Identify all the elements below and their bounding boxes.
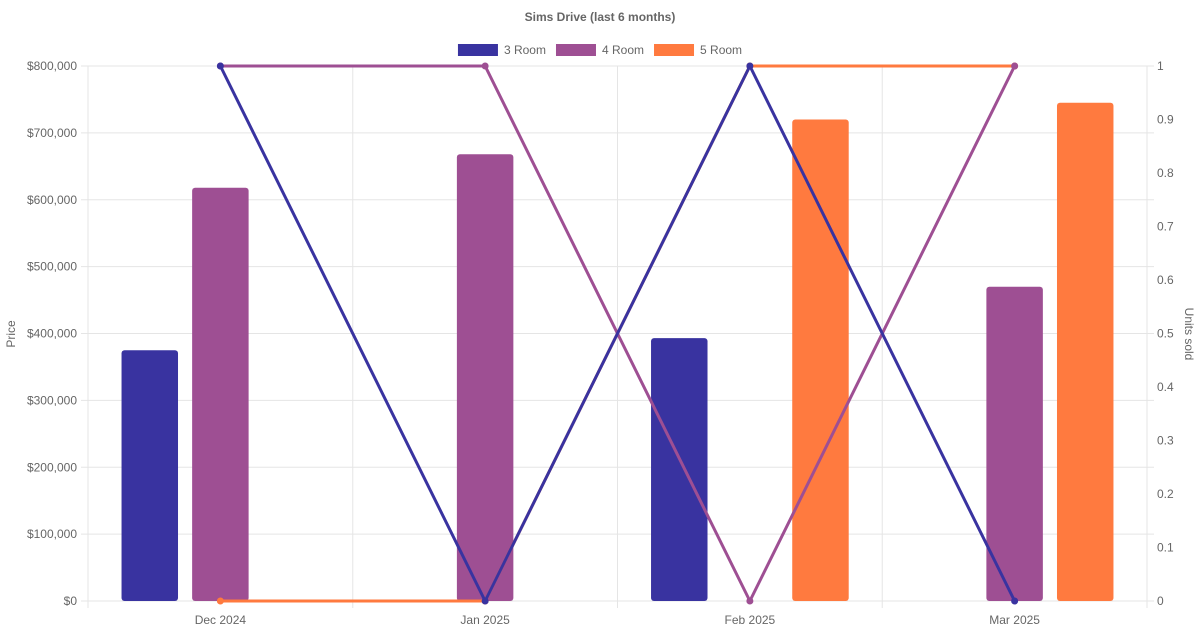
line-3-room [219, 64, 1016, 603]
right-tick-label: 0.4 [1157, 380, 1174, 394]
x-tick-label: Jan 2025 [460, 613, 510, 627]
point-3-room [1011, 597, 1019, 605]
right-tick-label: 0.3 [1157, 434, 1174, 448]
right-tick-label: 0.5 [1157, 327, 1174, 341]
left-tick-label: $400,000 [27, 327, 77, 341]
left-axis-title: Price [4, 320, 18, 348]
left-tick-label: $800,000 [27, 59, 77, 73]
x-tick-label: Dec 2024 [195, 613, 247, 627]
right-tick-label: 0.9 [1157, 113, 1174, 127]
chart-title: Sims Drive (last 6 months) [525, 10, 676, 24]
x-axis-ticks: Dec 2024 Jan 2025 Feb 2025 Mar 2025 [195, 613, 1041, 627]
x-tick-label: Mar 2025 [989, 613, 1040, 627]
right-tick-label: 0.1 [1157, 541, 1174, 555]
legend-item-5-room: 5 Room [654, 43, 742, 57]
left-tick-label: $700,000 [27, 126, 77, 140]
left-tick-label: $0 [64, 594, 78, 608]
x-tick-label: Feb 2025 [725, 613, 776, 627]
left-axis-ticks: $0 $100,000 $200,000 $300,000 $400,000 $500,0… [27, 59, 77, 608]
legend-swatch [457, 44, 498, 56]
bar-3-room [651, 338, 708, 601]
legend-swatch [654, 44, 695, 56]
right-axis-title: Units sold [1182, 308, 1196, 361]
legend: 3 Room 4 Room 5 Room [457, 43, 742, 57]
right-tick-label: 0.6 [1157, 273, 1174, 287]
bar-5-room [792, 119, 849, 601]
left-tick-label: $100,000 [27, 527, 77, 541]
bar-4-room [456, 154, 514, 601]
bar-5-room [1056, 102, 1114, 601]
legend-label: 4 Room [602, 43, 644, 57]
right-axis-ticks: 0 0.1 0.2 0.3 0.4 0.5 0.6 0.7 0.8 0.9 1 [1157, 59, 1174, 608]
bar-4-room [192, 187, 249, 601]
line-series [216, 62, 1019, 605]
point-4-room [481, 62, 489, 70]
legend-item-4-room: 4 Room [555, 43, 644, 57]
left-tick-label: $600,000 [27, 193, 77, 207]
legend-item-3-room: 3 Room [457, 43, 546, 57]
point-3-room [481, 597, 489, 605]
bar-4-room [986, 286, 1043, 601]
left-tick-label: $500,000 [27, 260, 77, 274]
bar-3-room [121, 350, 179, 601]
legend-label: 5 Room [700, 43, 742, 57]
point-3-room [216, 62, 224, 70]
right-tick-label: 0.2 [1157, 487, 1174, 501]
right-tick-label: 0.8 [1157, 166, 1174, 180]
point-4-room [746, 597, 754, 605]
legend-swatch [555, 44, 596, 56]
right-tick-label: 0 [1157, 594, 1164, 608]
left-tick-label: $200,000 [27, 460, 77, 474]
point-3-room [746, 62, 754, 70]
right-tick-label: 0.7 [1157, 220, 1174, 234]
point-5-room [216, 597, 224, 605]
right-tick-label: 1 [1157, 59, 1164, 73]
point-4-room [1011, 62, 1019, 70]
left-tick-label: $300,000 [27, 393, 77, 407]
legend-label: 3 Room [504, 43, 546, 57]
